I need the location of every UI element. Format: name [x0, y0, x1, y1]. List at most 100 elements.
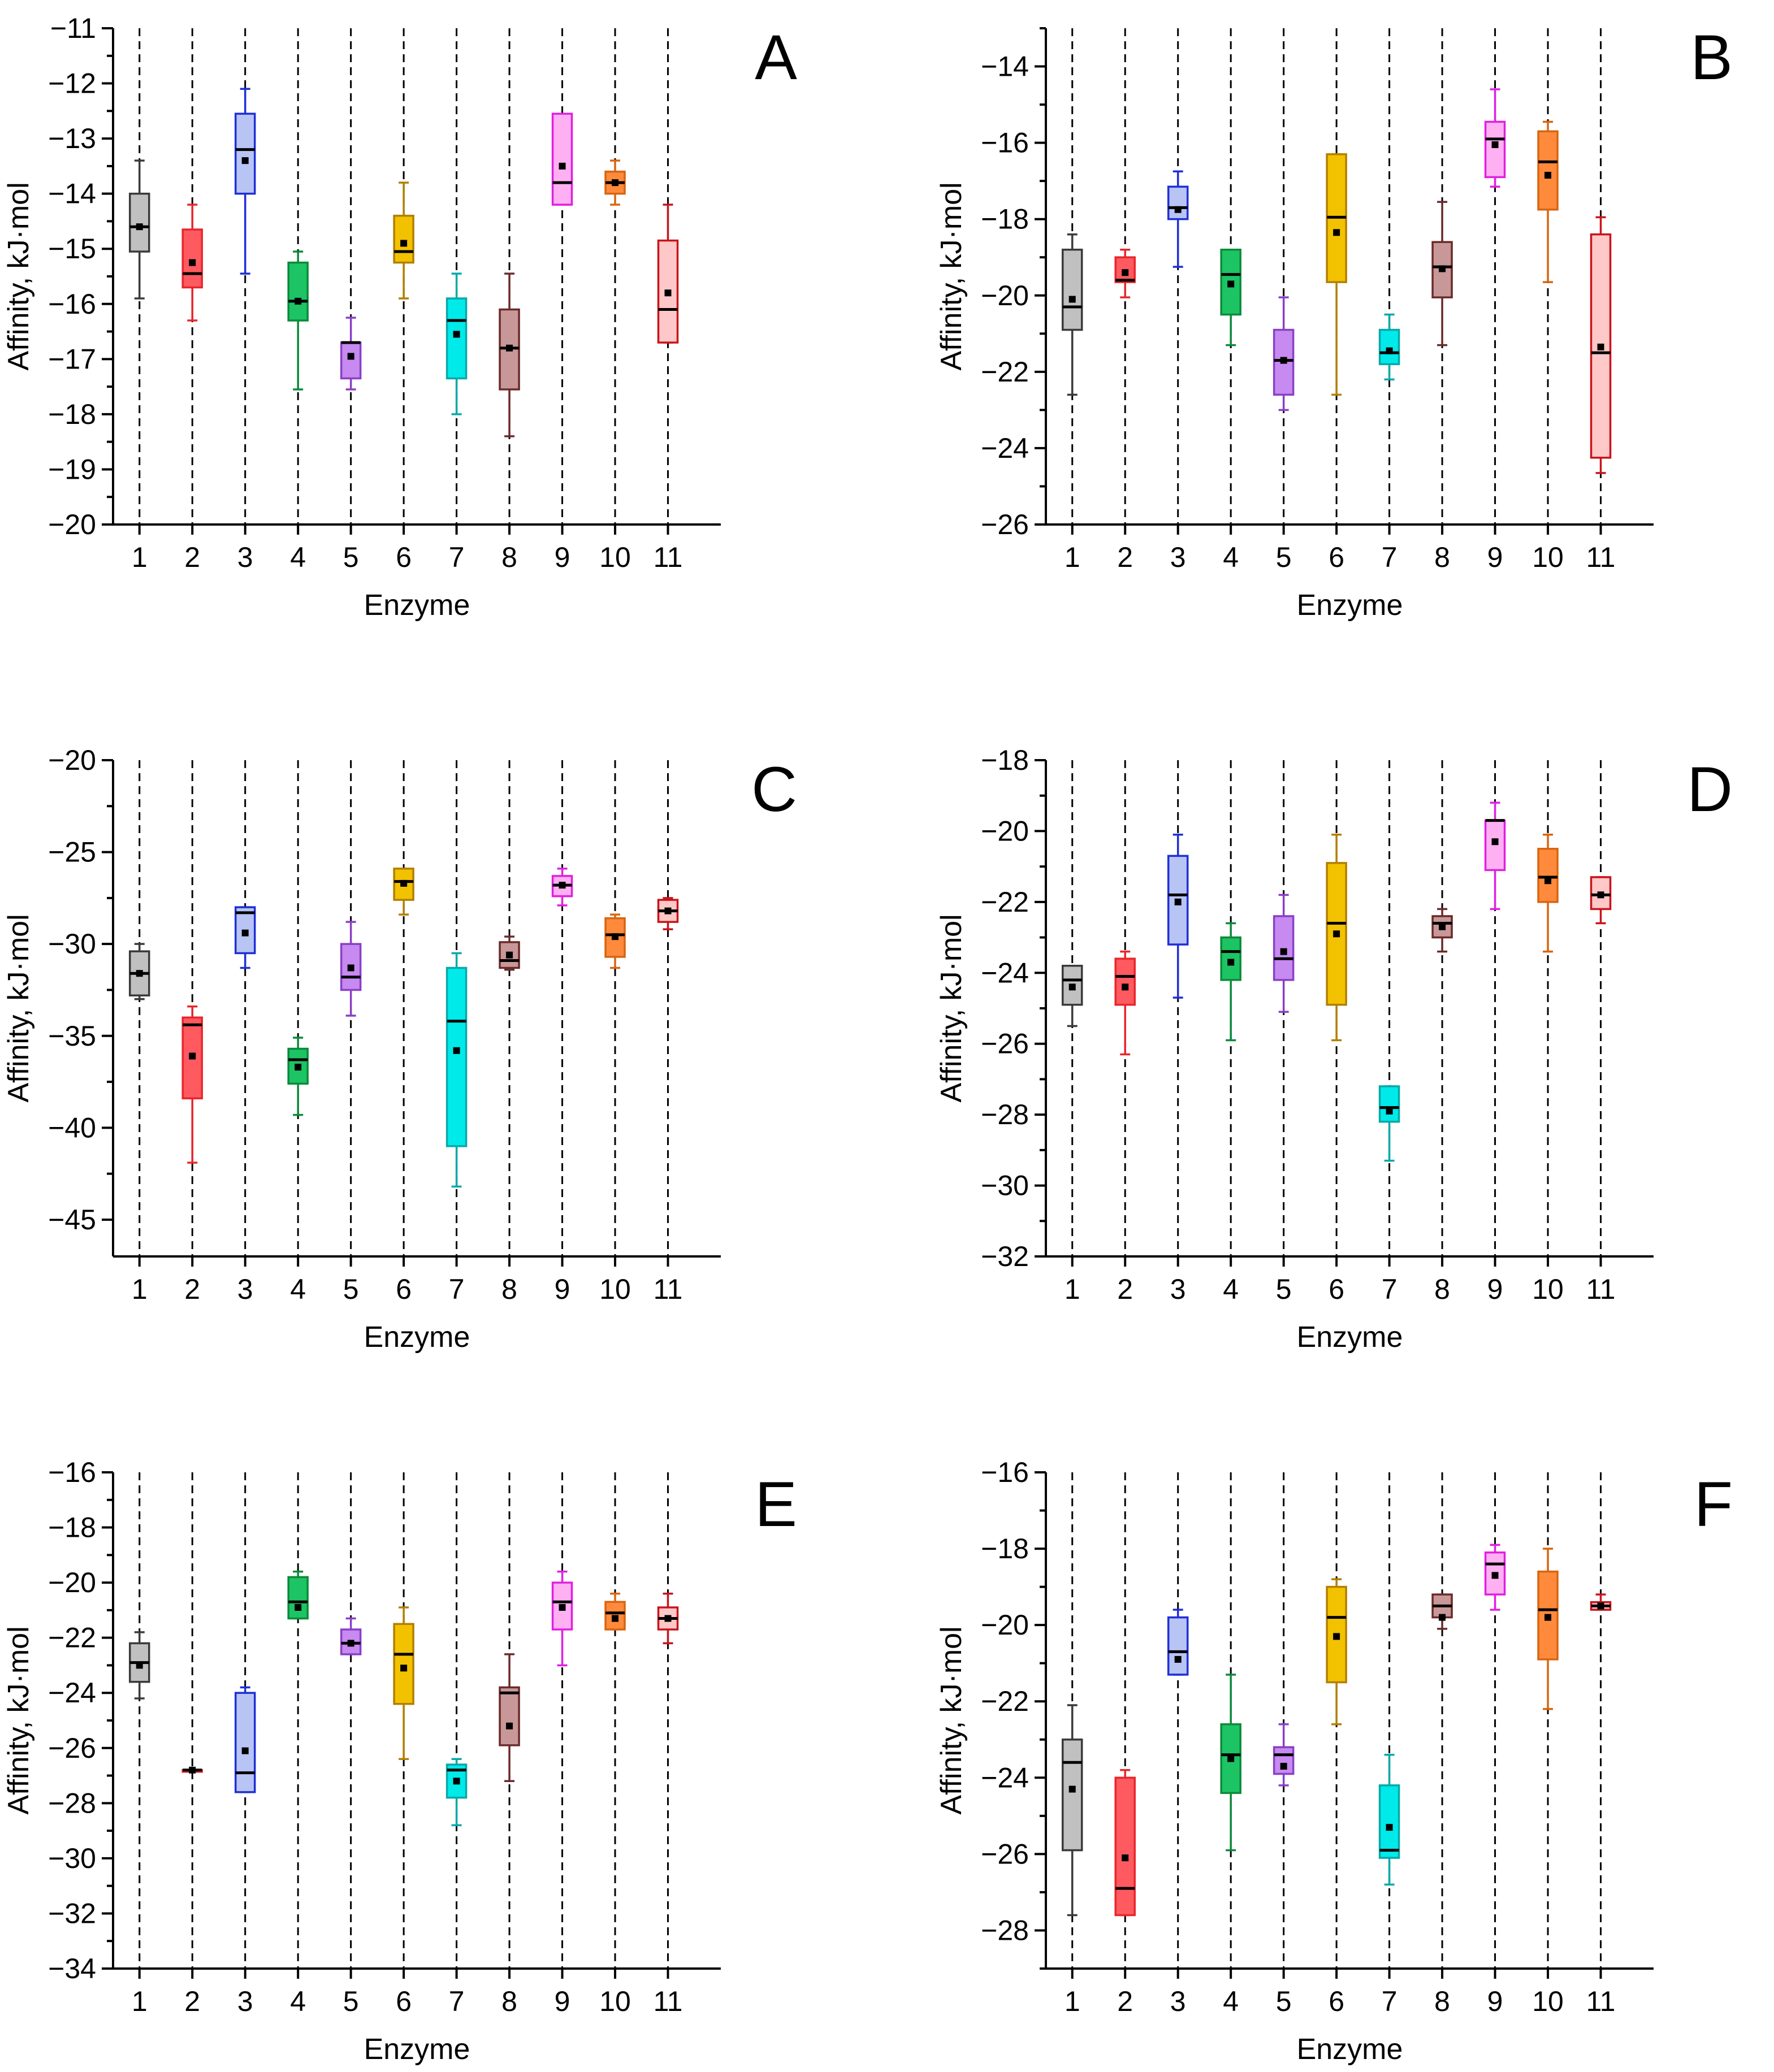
- box-5: [340, 1617, 362, 1655]
- mean-marker: [1386, 1824, 1393, 1831]
- box-iqr: [1378, 1085, 1400, 1123]
- box-6: [1326, 153, 1347, 396]
- x-tick-label: 1: [1065, 1273, 1080, 1305]
- x-tick-label: 7: [449, 1986, 465, 2017]
- x-tick-label: 3: [1170, 541, 1186, 573]
- panel-label: E: [755, 1469, 797, 1540]
- x-tick-label: 10: [1532, 1986, 1564, 2017]
- x-tick-label: 5: [343, 541, 359, 573]
- box-iqr: [1273, 328, 1295, 396]
- x-tick-label: 3: [1170, 1986, 1186, 2017]
- box-iqr: [234, 112, 256, 195]
- mean-marker: [189, 1766, 196, 1774]
- mean-marker: [400, 1664, 408, 1672]
- x-tick-label: 8: [501, 1986, 517, 2017]
- x-axis-title: Enzyme: [364, 1321, 470, 1354]
- box-9: [551, 1570, 573, 1667]
- box-iqr: [551, 112, 573, 206]
- y-tick-label: −20: [48, 1567, 96, 1598]
- box-iqr: [551, 1581, 573, 1631]
- x-tick-label: 8: [501, 541, 517, 573]
- mean-marker: [400, 240, 408, 247]
- box-iqr: [287, 261, 309, 322]
- mean-marker: [1068, 296, 1076, 303]
- x-tick-label: 1: [1065, 541, 1080, 573]
- y-tick-label: −11: [50, 12, 96, 44]
- panel-label: F: [1694, 1469, 1733, 1540]
- x-tick-label: 6: [396, 541, 412, 573]
- box-iqr: [340, 341, 362, 380]
- mean-marker: [1280, 357, 1287, 364]
- box-7: [1378, 1085, 1400, 1162]
- box-3: [1167, 833, 1189, 999]
- x-tick-label: 5: [1276, 541, 1292, 573]
- y-tick-label: −14: [981, 51, 1029, 83]
- x-axis-title: Enzyme: [1297, 1321, 1403, 1354]
- mean-marker: [1174, 898, 1182, 905]
- x-tick-label: 4: [1223, 541, 1239, 573]
- box-3: [1167, 1609, 1189, 1676]
- box-iqr: [181, 228, 203, 289]
- box-9: [1484, 1544, 1506, 1611]
- box-iqr: [445, 297, 468, 380]
- x-axis-title: Enzyme: [364, 589, 470, 622]
- x-tick-label: 9: [555, 1273, 570, 1305]
- box-4: [287, 1570, 309, 1620]
- box-11: [657, 897, 679, 930]
- y-tick-label: −22: [981, 356, 1029, 388]
- box-2: [1114, 950, 1136, 1056]
- box-4: [1220, 1674, 1241, 1852]
- mean-marker: [1597, 1602, 1604, 1610]
- box-iqr: [234, 1692, 256, 1793]
- y-tick-label: −26: [48, 1732, 96, 1764]
- box-6: [1326, 1578, 1347, 1726]
- box-9: [1484, 88, 1506, 188]
- box-9: [551, 112, 573, 206]
- x-tick-label: 1: [1065, 1986, 1080, 2017]
- box-6: [1326, 833, 1347, 1042]
- panel-e: −34−32−30−28−26−24−22−20−18−161 2 3 4 5 6 7 8 9 1…: [2, 1457, 797, 2066]
- box-7: [1378, 313, 1400, 381]
- box-iqr: [1484, 120, 1506, 179]
- box-iqr: [1590, 876, 1612, 911]
- box-4: [1220, 248, 1241, 346]
- box-1: [1061, 233, 1083, 396]
- mean-marker: [1597, 343, 1604, 350]
- mean-marker: [506, 344, 513, 352]
- box-1: [128, 943, 150, 1000]
- mean-marker: [1544, 172, 1552, 179]
- mean-marker: [400, 879, 408, 887]
- mean-marker: [1491, 1572, 1499, 1579]
- mean-marker: [453, 1778, 460, 1785]
- mean-marker: [559, 162, 566, 170]
- box-iqr: [1378, 328, 1400, 366]
- panel-label: C: [751, 754, 797, 825]
- mean-marker: [1491, 141, 1499, 148]
- y-tick-label: −18: [48, 398, 96, 430]
- box-10: [604, 1592, 626, 1631]
- x-tick-label: 2: [1117, 1273, 1133, 1305]
- mean-marker: [612, 933, 619, 940]
- y-axis-title: Affinity, kJ·mol: [935, 914, 968, 1102]
- box-iqr: [1114, 1776, 1136, 1917]
- y-tick-label: −20: [981, 280, 1029, 311]
- box-5: [1273, 296, 1295, 411]
- mean-marker: [1544, 1614, 1552, 1621]
- box-9: [1484, 801, 1506, 911]
- y-tick-label: −24: [981, 432, 1029, 464]
- x-tick-label: 10: [1532, 1273, 1564, 1305]
- box-iqr: [1114, 957, 1136, 1006]
- box-1: [1061, 964, 1083, 1028]
- box-3: [1167, 170, 1189, 268]
- mean-marker: [189, 259, 196, 266]
- mean-marker: [1174, 206, 1182, 213]
- y-tick-label: −45: [48, 1204, 96, 1236]
- mean-marker: [506, 1722, 513, 1729]
- box-10: [1537, 120, 1559, 283]
- panel-a: −20−19−18−17−16−15−14−13−12−111 2 3 4 5 6 7 8 9 1…: [2, 12, 797, 622]
- x-tick-label: 8: [1434, 1273, 1450, 1305]
- box-1: [1061, 1704, 1083, 1917]
- x-tick-label: 4: [1223, 1986, 1239, 2017]
- y-tick-label: −20: [48, 509, 96, 540]
- mean-marker: [1227, 1755, 1235, 1762]
